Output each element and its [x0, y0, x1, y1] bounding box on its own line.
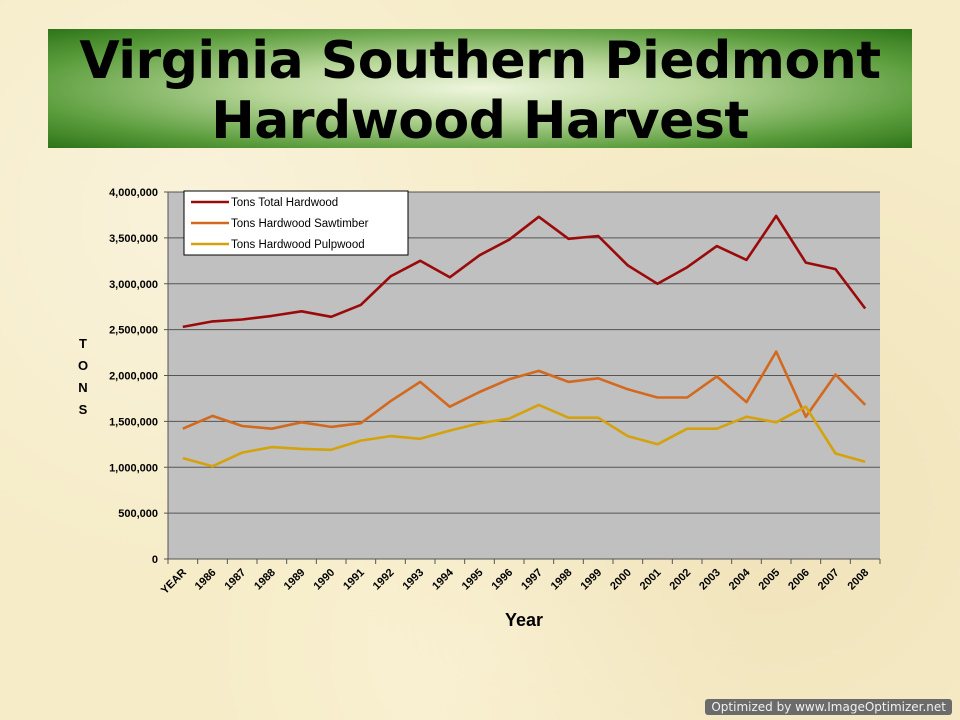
x-tick-label: 1998: [549, 567, 575, 593]
x-tick-label: 1997: [519, 567, 545, 593]
series-line-3: [182, 403, 866, 468]
x-tick-label: YEAR: [159, 567, 189, 597]
x-tick-label: 1991: [341, 567, 367, 593]
y-axis-label-letter: O: [78, 358, 88, 373]
x-tick-label: 2008: [845, 567, 871, 593]
title-line-2: Hardwood Harvest: [211, 91, 749, 151]
title-banner: Virginia Southern Piedmont Hardwood Harv…: [48, 29, 912, 151]
legend-label: Tons Hardwood Pulpwood: [231, 239, 365, 251]
x-tick-label: 1993: [400, 567, 426, 593]
x-tick-label: 1989: [282, 567, 308, 593]
y-tick-label: 2,500,000: [109, 325, 158, 337]
x-tick-label: 1986: [193, 567, 219, 593]
y-axis-label-letter: N: [78, 380, 87, 395]
x-tick-label: 2003: [697, 567, 723, 593]
x-axis-label: Year: [505, 610, 543, 630]
x-tick-label: 2007: [816, 567, 842, 593]
y-tick-label: 3,000,000: [109, 279, 158, 291]
x-tick-label: 2005: [756, 567, 782, 593]
y-tick-label: 3,500,000: [109, 233, 158, 245]
x-tick-label: 1990: [311, 567, 337, 593]
x-tick-label: 1996: [489, 567, 515, 593]
x-tick-label: 2002: [667, 567, 693, 593]
y-tick-label: 500,000: [118, 508, 158, 520]
legend-label: Tons Total Hardwood: [231, 197, 338, 209]
watermark: Optimized by www.ImageOptimizer.net: [705, 699, 952, 715]
x-tick-label: 1988: [252, 567, 278, 593]
title-line-1: Virginia Southern Piedmont: [79, 31, 881, 91]
x-tick-label: 1987: [222, 567, 248, 593]
x-tick-label: 1999: [578, 567, 604, 593]
x-tick-label: 1994: [430, 566, 456, 592]
y-tick-label: 2,000,000: [109, 371, 158, 383]
y-axis-label-letter: T: [79, 336, 87, 351]
y-tick-label: 1,500,000: [109, 416, 158, 428]
y-tick-label: 1,000,000: [109, 462, 158, 474]
series-line-2: [182, 350, 867, 431]
x-tick-label: 2004: [727, 566, 753, 592]
x-tick-label: 1992: [371, 567, 397, 593]
x-tick-label: 2000: [608, 567, 634, 593]
y-tick-label: 0: [152, 554, 158, 566]
y-axis-label-letter: S: [79, 402, 88, 417]
y-tick-label: 4,000,000: [109, 187, 158, 199]
x-tick-label: 2006: [786, 567, 812, 593]
x-tick-label: 1995: [460, 567, 486, 593]
legend-label: Tons Hardwood Sawtimber: [231, 218, 369, 230]
series-line-1: [182, 214, 867, 329]
x-tick-label: 2001: [638, 567, 664, 593]
